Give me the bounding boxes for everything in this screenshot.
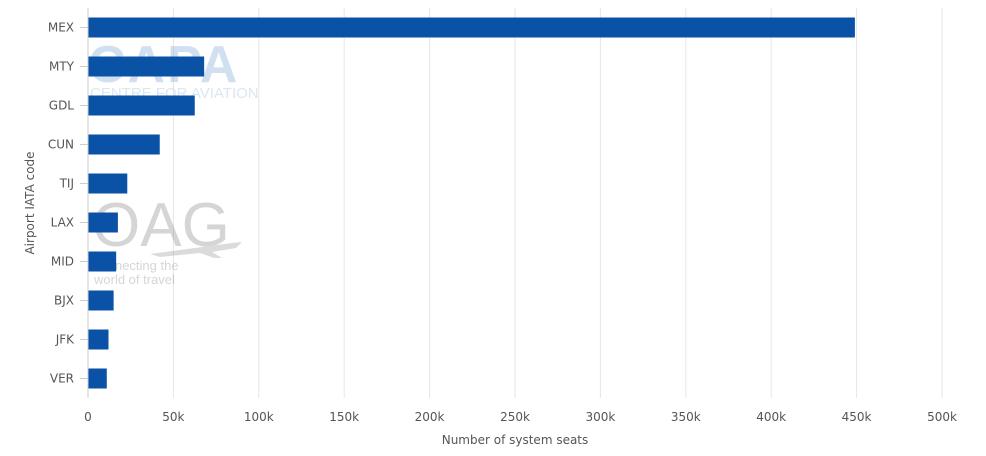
oag-tagline-2: world of travel bbox=[93, 272, 175, 287]
bar-bjx bbox=[88, 290, 114, 311]
x-tick-label: 350k bbox=[671, 410, 701, 424]
y-tick-label: TIJ bbox=[59, 177, 74, 191]
bar-mid bbox=[88, 251, 117, 272]
x-axis-title: Number of system seats bbox=[442, 433, 589, 447]
x-tick-label: 250k bbox=[500, 410, 530, 424]
bar-cun bbox=[88, 134, 160, 155]
x-tick-label: 50k bbox=[162, 410, 184, 424]
bars bbox=[88, 17, 855, 389]
bar-jfk bbox=[88, 329, 109, 350]
plane-icon bbox=[150, 242, 242, 258]
x-axis: 0 50k 100k 150k 200k 250k 300k 350k 400k 450k 500k bbox=[84, 410, 957, 424]
capa-watermark: CAPA CENTRE FOR AVIATION bbox=[88, 36, 259, 102]
x-tick-label: 300k bbox=[585, 410, 615, 424]
x-tick-label: 500k bbox=[927, 410, 957, 424]
y-tick-label: JFK bbox=[55, 333, 75, 347]
x-tick-label: 450k bbox=[842, 410, 872, 424]
grid-lines bbox=[172, 8, 943, 398]
oag-watermark: OAG connecting the world of travel bbox=[92, 191, 242, 287]
bar-ver bbox=[88, 368, 107, 389]
bar-tij bbox=[88, 173, 128, 194]
y-tick-label: LAX bbox=[51, 216, 74, 230]
y-tick-label: MEX bbox=[48, 21, 74, 35]
bar-lax bbox=[88, 212, 118, 233]
x-tick-label: 0 bbox=[84, 410, 92, 424]
y-tick-label: BJX bbox=[54, 294, 74, 308]
y-tick-label: CUN bbox=[48, 138, 74, 152]
y-tick-label: GDL bbox=[49, 99, 75, 113]
bar-mty bbox=[88, 56, 205, 77]
y-tick-label: MID bbox=[51, 255, 74, 269]
x-tick-label: 200k bbox=[415, 410, 445, 424]
bar-mex bbox=[88, 17, 855, 38]
y-axis: MEX MTY GDL CUN TIJ LAX MID BJX JFK VER bbox=[48, 8, 89, 398]
bar-gdl bbox=[88, 95, 195, 116]
x-tick-label: 400k bbox=[756, 410, 786, 424]
y-tick-label: MTY bbox=[49, 60, 75, 74]
x-tick-label: 150k bbox=[329, 410, 359, 424]
y-axis-title: Airport IATA code bbox=[23, 151, 37, 254]
y-tick-label: VER bbox=[50, 372, 74, 386]
x-tick-label: 100k bbox=[244, 410, 274, 424]
